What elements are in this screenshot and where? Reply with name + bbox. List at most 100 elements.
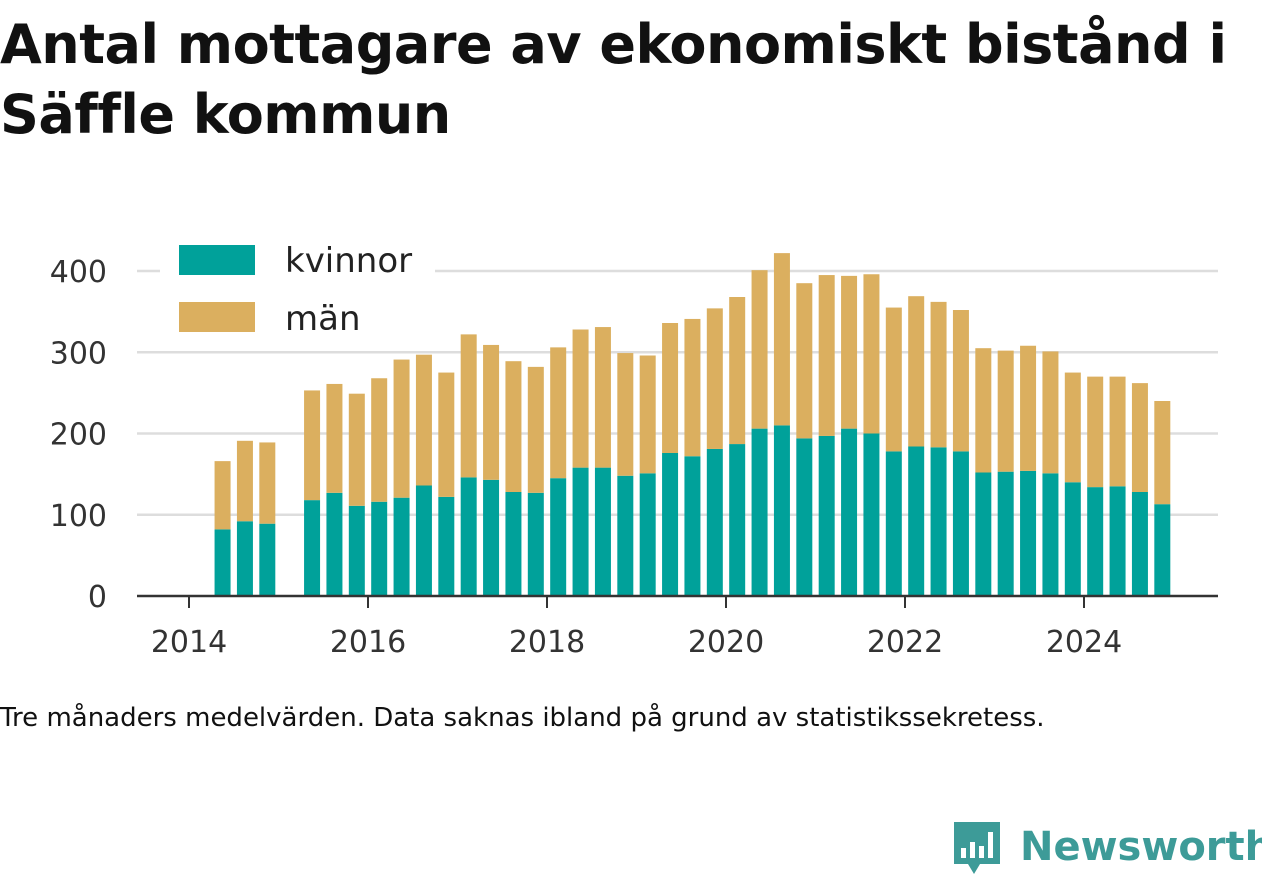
bar-kvinnor (550, 478, 567, 596)
bar-man (259, 442, 276, 524)
bar-man (930, 301, 947, 448)
bar-kvinnor (885, 451, 902, 596)
chart: 2014 2016 2018 2020 2022 2024 0 100 200 300 400 k… (49, 236, 1218, 660)
bar-kvinnor (773, 425, 790, 596)
series-kvinnor (214, 425, 1171, 596)
bar-man (326, 383, 343, 493)
bar-man (908, 296, 925, 447)
x-tick-label: 2024 (1046, 625, 1122, 660)
bar-kvinnor (326, 492, 343, 596)
y-tick-label: 200 (50, 418, 107, 453)
bar-kvinnor (594, 467, 611, 596)
bar-man (662, 323, 679, 453)
bar-man (1020, 345, 1037, 471)
bar-kvinnor (1109, 486, 1126, 596)
chart-title: Antal mottagare av ekonomiskt bistånd i … (0, 13, 1227, 146)
x-tick-label: 2020 (688, 625, 764, 660)
bar-kvinnor (751, 428, 768, 596)
bar-kvinnor (796, 438, 813, 596)
bar-man (393, 359, 410, 498)
y-tick-label: 300 (50, 336, 107, 371)
bar-man (729, 297, 746, 445)
x-tick-label: 2022 (867, 625, 943, 660)
bar-kvinnor (1042, 473, 1059, 596)
bar-kvinnor (460, 477, 477, 596)
bar-man (348, 393, 365, 506)
bar-man (236, 440, 253, 522)
bar-kvinnor (729, 444, 746, 596)
bar-kvinnor (527, 492, 544, 596)
newsworthy-logo-icon (954, 822, 1000, 874)
bar-kvinnor (393, 497, 410, 596)
series-man (214, 253, 1171, 530)
bar-man (1109, 376, 1126, 487)
y-tick-label: 0 (88, 580, 107, 615)
bar-kvinnor (841, 428, 858, 596)
bar-kvinnor (1154, 504, 1171, 596)
bar-man (483, 344, 500, 480)
bar-man (706, 308, 723, 449)
bar-kvinnor (975, 472, 992, 596)
brand-name: Newsworthy (1020, 824, 1262, 870)
bar-kvinnor (1087, 487, 1104, 596)
bar-man (796, 283, 813, 439)
bar-kvinnor (818, 435, 835, 596)
bar-man (438, 372, 455, 497)
bar-man (639, 355, 656, 474)
bar-kvinnor (1131, 492, 1148, 596)
bar-man (1131, 383, 1148, 492)
bar-man (952, 310, 969, 452)
bar-man (684, 318, 701, 457)
bar-man (550, 347, 567, 479)
legend-label-man: män (285, 299, 361, 339)
bar-man (773, 253, 790, 426)
bar-kvinnor (997, 471, 1014, 596)
bar-kvinnor (639, 473, 656, 596)
bar-kvinnor (438, 496, 455, 596)
y-axis: 0 100 200 300 400 (50, 255, 107, 615)
bar-man (885, 307, 902, 452)
bar-kvinnor (908, 446, 925, 596)
footnote: Tre månaders medelvärden. Data saknas ib… (0, 703, 1045, 733)
bar-kvinnor (304, 500, 321, 596)
bar-kvinnor (505, 492, 522, 596)
bar-man (214, 461, 231, 530)
legend: kvinnor män (160, 236, 435, 346)
bar-man (617, 353, 634, 476)
bar-kvinnor (952, 451, 969, 596)
bar-man (572, 329, 589, 468)
bar-kvinnor (662, 453, 679, 596)
bar-man (841, 275, 858, 429)
bar-kvinnor (236, 521, 253, 596)
bar-kvinnor (617, 475, 634, 596)
bar-kvinnor (483, 479, 500, 596)
legend-label-kvinnor: kvinnor (285, 241, 412, 281)
bar-kvinnor (572, 467, 589, 596)
bar-kvinnor (1064, 482, 1081, 596)
x-tick-label: 2016 (330, 625, 406, 660)
bar-man (527, 366, 544, 493)
bar-man (1154, 401, 1171, 505)
y-tick-label: 400 (50, 255, 107, 290)
bar-kvinnor (863, 433, 880, 596)
bar-kvinnor (684, 456, 701, 596)
bar-man (304, 390, 321, 501)
bar-man (371, 378, 388, 502)
bar-man (1087, 376, 1104, 488)
bar-man (460, 334, 477, 478)
y-tick-label: 100 (50, 499, 107, 534)
bar-kvinnor (930, 447, 947, 596)
bar-man (751, 270, 768, 429)
bar-kvinnor (371, 501, 388, 596)
bar-kvinnor (259, 523, 276, 596)
legend-swatch-man (179, 302, 255, 332)
bar-kvinnor (214, 529, 231, 596)
bar-kvinnor (706, 448, 723, 596)
bar-man (1042, 351, 1059, 474)
bar-kvinnor (415, 485, 432, 596)
x-tick-label: 2014 (151, 625, 227, 660)
x-tick-label: 2018 (509, 625, 585, 660)
bar-man (1064, 372, 1081, 483)
bar-kvinnor (1020, 470, 1037, 596)
bar-man (863, 274, 880, 434)
